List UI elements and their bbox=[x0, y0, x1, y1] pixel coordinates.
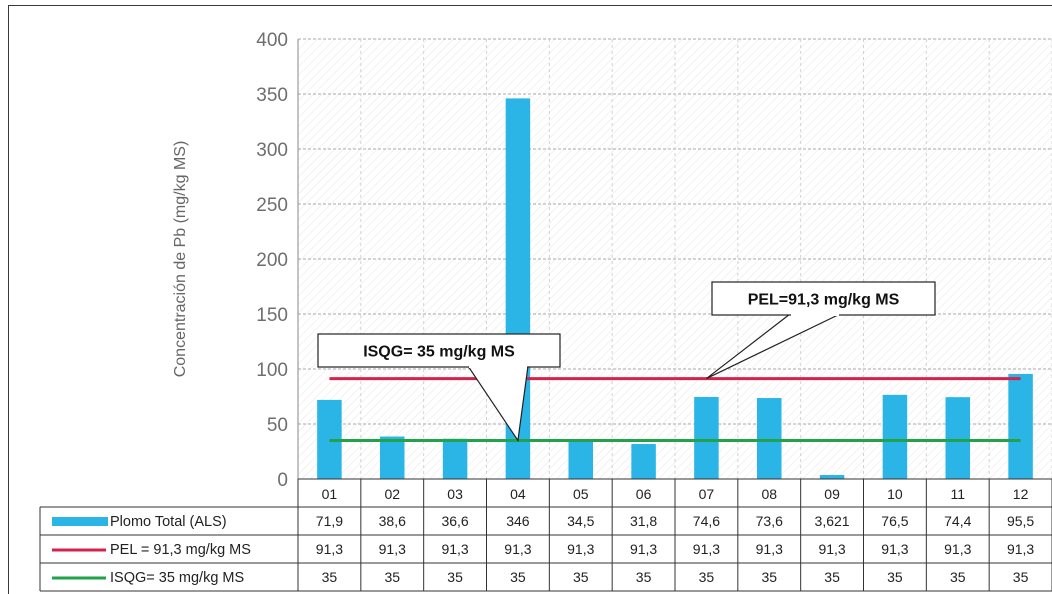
y-tick-label: 350 bbox=[256, 85, 288, 106]
table-value: 71,9 bbox=[316, 513, 343, 529]
bar-11 bbox=[945, 397, 971, 479]
table-value: 35 bbox=[322, 569, 338, 585]
table-value: 91,3 bbox=[316, 541, 343, 557]
category-label-03: 03 bbox=[447, 486, 463, 502]
table-value: 91,3 bbox=[1007, 541, 1034, 557]
category-label-11: 11 bbox=[950, 486, 965, 502]
legend-label-pel: PEL = 91,3 mg/kg MS bbox=[110, 542, 251, 558]
category-label-02: 02 bbox=[384, 486, 400, 502]
table-value: 91,3 bbox=[818, 541, 845, 557]
bar-08 bbox=[756, 398, 782, 479]
category-label-07: 07 bbox=[699, 486, 715, 502]
table-value: 91,3 bbox=[441, 541, 468, 557]
bar-05 bbox=[568, 441, 594, 479]
category-label-08: 08 bbox=[761, 486, 777, 502]
category-label-06: 06 bbox=[636, 486, 652, 502]
bar-02 bbox=[379, 436, 405, 479]
table-value: 35 bbox=[950, 569, 966, 585]
table-value: 91,3 bbox=[881, 541, 908, 557]
bar-03 bbox=[442, 438, 468, 479]
table-value: 91,3 bbox=[756, 541, 783, 557]
table-value: 74,4 bbox=[944, 513, 971, 529]
table-value: 91,3 bbox=[944, 541, 971, 557]
callout-box bbox=[317, 333, 561, 368]
y-tick-label: 250 bbox=[256, 195, 288, 216]
callout-box bbox=[711, 281, 936, 316]
table-value: 35 bbox=[699, 569, 715, 585]
table-value: 36,6 bbox=[441, 513, 468, 529]
bar-09 bbox=[819, 475, 845, 479]
table-value: 35 bbox=[761, 569, 777, 585]
y-tick-label: 50 bbox=[267, 415, 288, 436]
table-value: 74,6 bbox=[693, 513, 720, 529]
y-tick-label: 400 bbox=[256, 30, 288, 51]
y-tick-label: 300 bbox=[256, 140, 288, 161]
category-label-01: 01 bbox=[322, 486, 338, 502]
y-tick-label: 0 bbox=[277, 470, 288, 491]
category-label-10: 10 bbox=[887, 486, 903, 502]
table-value: 76,5 bbox=[881, 513, 908, 529]
category-label-04: 04 bbox=[510, 486, 526, 502]
bar-06 bbox=[631, 444, 656, 479]
y-tick-label: 200 bbox=[256, 250, 288, 271]
table-value: 34,5 bbox=[567, 513, 594, 529]
category-label-12: 12 bbox=[1013, 486, 1029, 502]
table-value: 95,5 bbox=[1007, 513, 1034, 529]
table-value: 91,3 bbox=[630, 541, 657, 557]
table-value: 35 bbox=[1013, 569, 1029, 585]
legend-label-plomo: Plomo Total (ALS) bbox=[110, 514, 227, 530]
callout-label: ISQG= 35 mg/kg MS bbox=[363, 344, 515, 361]
table-value: 91,3 bbox=[379, 541, 406, 557]
table-value: 38,6 bbox=[379, 513, 406, 529]
table-value: 35 bbox=[573, 569, 589, 585]
table-value: 73,6 bbox=[756, 513, 783, 529]
table-value: 91,3 bbox=[504, 541, 531, 557]
bar-12 bbox=[1008, 373, 1033, 479]
bar-07 bbox=[694, 396, 719, 479]
table-value: 346 bbox=[506, 513, 530, 529]
category-label-09: 09 bbox=[824, 486, 840, 502]
category-label-05: 05 bbox=[573, 486, 589, 502]
legend-label-isqg: ISQG= 35 mg/kg MS bbox=[110, 570, 244, 586]
bar-10 bbox=[882, 394, 908, 479]
y-tick-label: 100 bbox=[256, 360, 288, 381]
table-value: 35 bbox=[824, 569, 840, 585]
legend-key-bar bbox=[52, 517, 108, 526]
table-value: 35 bbox=[636, 569, 652, 585]
table-value: 31,8 bbox=[630, 513, 657, 529]
table-value: 35 bbox=[384, 569, 400, 585]
y-axis-label: Concentración de Pb (mg/kg MS) bbox=[172, 141, 189, 378]
table-value: 91,3 bbox=[693, 541, 720, 557]
table-value: 35 bbox=[887, 569, 903, 585]
table-value: 3,621 bbox=[815, 513, 850, 529]
table-value: 91,3 bbox=[567, 541, 594, 557]
callout-label: PEL=91,3 mg/kg MS bbox=[748, 292, 900, 309]
table-value: 35 bbox=[510, 569, 526, 585]
table-value: 35 bbox=[447, 569, 463, 585]
y-tick-label: 150 bbox=[256, 305, 288, 326]
